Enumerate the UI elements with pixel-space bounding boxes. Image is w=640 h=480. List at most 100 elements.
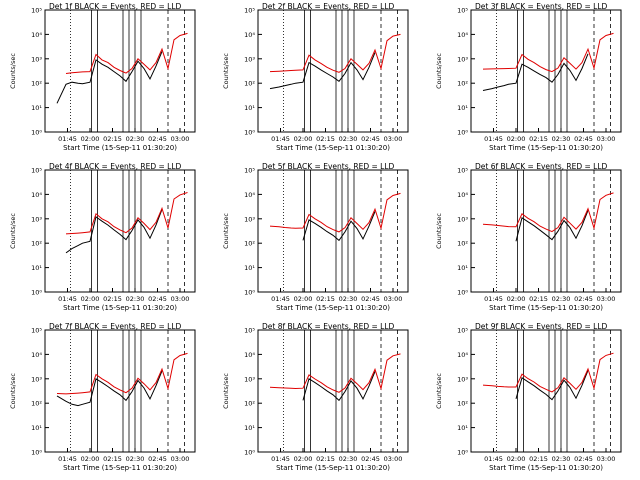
series-line-events <box>56 370 163 407</box>
detector-panel: Det 9f BLACK = Events, RED = LLD Counts/s… <box>435 322 622 472</box>
x-tick-label: 03:00 <box>384 135 403 143</box>
x-tick-label: 02:00 <box>81 295 100 303</box>
x-tick-label: 02:45 <box>574 295 593 303</box>
y-tick-label: 10⁴ <box>244 191 255 199</box>
x-tick-label: 02:15 <box>316 295 335 303</box>
detector-panel: Det 1f BLACK = Events, RED = LLD Counts/s… <box>9 2 196 152</box>
x-tick-label: 02:15 <box>316 135 335 143</box>
series-line-lld <box>482 32 614 73</box>
y-tick-label: 10³ <box>244 55 255 63</box>
series-line-events <box>269 52 376 90</box>
y-tick-label: 10⁴ <box>457 31 468 39</box>
chart-title: Det 5f BLACK = Events, RED = LLD <box>262 162 395 171</box>
x-tick-label: 01:45 <box>58 295 77 303</box>
y-tick-label: 10⁰ <box>244 129 255 137</box>
x-tick-label: 03:00 <box>597 295 616 303</box>
y-tick-label: 10⁴ <box>31 351 42 359</box>
plot-frame <box>44 169 196 293</box>
x-tick-label: 02:30 <box>126 295 145 303</box>
x-tick-label: 02:45 <box>574 135 593 143</box>
x-tick-label: 03:00 <box>171 135 190 143</box>
x-axis-label: Start Time (15-Sep-11 01:30:20) <box>63 144 177 152</box>
series-line-events <box>56 51 163 104</box>
series-line-events <box>302 371 376 402</box>
y-tick-label: 10² <box>457 400 468 408</box>
chart-title: Det 3f BLACK = Events, RED = LLD <box>475 2 608 11</box>
x-tick-label: 01:45 <box>484 455 503 463</box>
x-tick-label: 03:00 <box>597 135 616 143</box>
series-line-lld <box>269 353 401 393</box>
x-tick-label: 01:45 <box>484 295 503 303</box>
y-tick-label: 10⁰ <box>31 289 42 297</box>
y-tick-label: 10¹ <box>31 264 42 272</box>
x-tick-label: 02:30 <box>552 295 571 303</box>
series-line-lld <box>269 192 401 233</box>
series-line-events <box>302 211 376 242</box>
x-axis-label: Start Time (15-Sep-11 01:30:20) <box>276 144 390 152</box>
y-tick-label: 10³ <box>244 375 255 383</box>
y-tick-label: 10² <box>457 240 468 248</box>
chart-title: Det 9f BLACK = Events, RED = LLD <box>475 322 608 331</box>
x-axis-label: Start Time (15-Sep-11 01:30:20) <box>276 304 390 312</box>
detector-panel: Det 3f BLACK = Events, RED = LLD Counts/s… <box>435 2 622 152</box>
x-tick-label: 02:45 <box>148 135 167 143</box>
x-tick-label: 02:45 <box>574 455 593 463</box>
series-line-events <box>65 209 163 254</box>
detector-panel: Det 4f BLACK = Events, RED = LLD Counts/s… <box>9 162 196 312</box>
y-tick-label: 10³ <box>31 215 42 223</box>
x-tick-label: 02:00 <box>507 455 526 463</box>
plot-frame <box>257 9 409 133</box>
x-tick-label: 02:00 <box>294 295 313 303</box>
x-tick-label: 03:00 <box>171 295 190 303</box>
x-axis-label: Start Time (15-Sep-11 01:30:20) <box>63 464 177 472</box>
x-tick-label: 02:30 <box>126 135 145 143</box>
x-tick-label: 02:45 <box>148 295 167 303</box>
x-tick-label: 02:15 <box>529 455 548 463</box>
y-tick-label: 10³ <box>457 215 468 223</box>
y-tick-label: 10³ <box>457 375 468 383</box>
x-tick-label: 02:00 <box>507 135 526 143</box>
x-tick-label: 02:45 <box>361 455 380 463</box>
x-tick-label: 02:30 <box>339 135 358 143</box>
x-tick-label: 02:00 <box>81 135 100 143</box>
series-line-lld <box>65 192 188 235</box>
x-axis-label: Start Time (15-Sep-11 01:30:20) <box>489 144 603 152</box>
y-tick-label: 10⁴ <box>244 351 255 359</box>
plot-frame <box>44 329 196 453</box>
y-tick-label: 10⁴ <box>457 191 468 199</box>
y-tick-label: 10⁵ <box>31 327 42 335</box>
series-line-lld <box>56 352 188 395</box>
y-tick-label: 10¹ <box>457 104 468 112</box>
y-axis-label: Counts/sec <box>9 213 17 249</box>
y-axis-label: Counts/sec <box>435 373 443 409</box>
x-axis-label: Start Time (15-Sep-11 01:30:20) <box>276 464 390 472</box>
y-tick-label: 10⁰ <box>457 129 468 137</box>
y-axis-label: Counts/sec <box>222 373 230 409</box>
x-tick-label: 02:30 <box>339 295 358 303</box>
series-line-events <box>515 370 589 401</box>
x-tick-label: 01:45 <box>271 455 290 463</box>
y-tick-label: 10⁵ <box>244 327 255 335</box>
y-tick-label: 10⁵ <box>457 7 468 15</box>
series-line-lld <box>482 192 614 233</box>
x-tick-label: 03:00 <box>384 295 403 303</box>
y-tick-label: 10¹ <box>244 264 255 272</box>
y-tick-label: 10⁰ <box>31 449 42 457</box>
y-tick-label: 10¹ <box>31 104 42 112</box>
x-tick-label: 02:15 <box>103 135 122 143</box>
detector-panel: Det 8f BLACK = Events, RED = LLD Counts/s… <box>222 322 409 472</box>
detector-panel: Det 5f BLACK = Events, RED = LLD Counts/s… <box>222 162 409 312</box>
y-tick-label: 10⁵ <box>457 167 468 175</box>
detector-panel: Det 7f BLACK = Events, RED = LLD Counts/s… <box>9 322 196 472</box>
x-axis-label: Start Time (15-Sep-11 01:30:20) <box>489 464 603 472</box>
chart-title: Det 8f BLACK = Events, RED = LLD <box>262 322 395 331</box>
y-tick-label: 10³ <box>457 55 468 63</box>
x-tick-label: 03:00 <box>171 455 190 463</box>
y-tick-label: 10² <box>31 80 42 88</box>
plot-frame <box>44 9 196 133</box>
y-tick-label: 10² <box>244 80 255 88</box>
x-tick-label: 02:45 <box>361 135 380 143</box>
series-line-lld <box>65 32 188 74</box>
chart-title: Det 6f BLACK = Events, RED = LLD <box>475 162 608 171</box>
y-tick-label: 10² <box>457 80 468 88</box>
